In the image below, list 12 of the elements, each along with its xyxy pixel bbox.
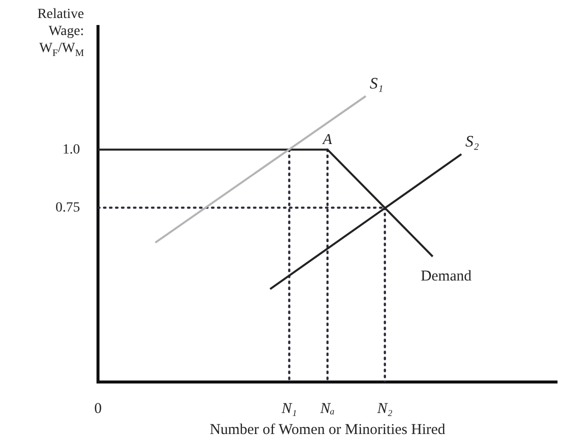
x-tick-label: N₂ bbox=[376, 400, 392, 417]
y-tick-label: 1.0 bbox=[62, 142, 80, 158]
y-axis-title: Relative Wage: W$_{F}$/W$_{M}$ bbox=[36, 6, 84, 61]
series-label: S₂ bbox=[465, 133, 480, 150]
annotation: A bbox=[322, 132, 333, 148]
x-tick-label: Nₐ bbox=[319, 400, 335, 417]
series-label: Demand bbox=[420, 268, 472, 284]
x-tick-label: 0 bbox=[94, 400, 102, 417]
series-label: S₁ bbox=[370, 75, 384, 92]
x-axis-title: Number of Women or Minorities Hired bbox=[210, 422, 446, 438]
x-tick-label: N₁ bbox=[280, 400, 297, 417]
y-tick-label: 0.75 bbox=[56, 200, 80, 216]
